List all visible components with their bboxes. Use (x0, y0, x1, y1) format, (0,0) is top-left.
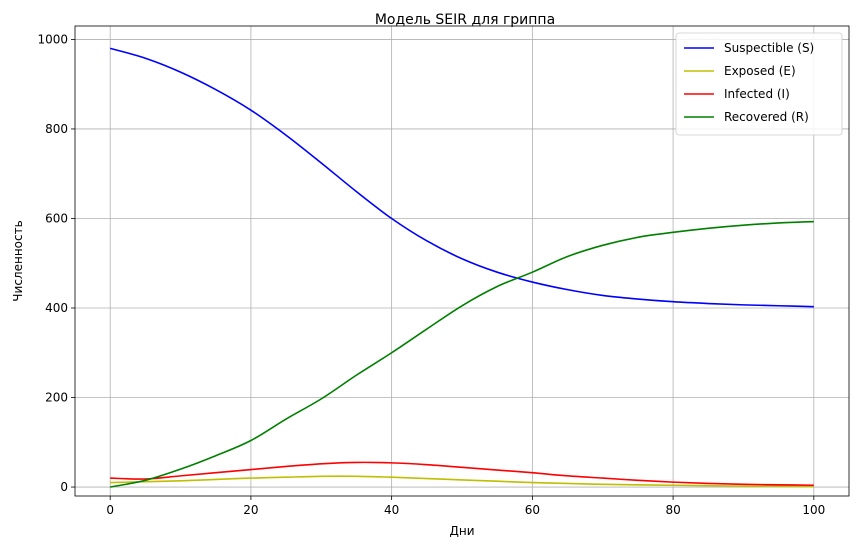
series-lines (109, 47, 814, 488)
y-tick-label: 1000 (37, 32, 68, 46)
y-tick-label: 200 (45, 391, 68, 405)
y-tick-label: 600 (45, 211, 68, 225)
x-tick-label: 60 (525, 503, 540, 517)
x-tick-label: 80 (665, 503, 680, 517)
legend-label: Suspectible (S) (724, 41, 814, 55)
y-axis-ticks: 0 200 400 600 800 1000 (37, 32, 75, 494)
y-axis-label: Численность (11, 220, 25, 301)
x-tick-label: 40 (384, 503, 399, 517)
x-axis-label: Дни (449, 524, 474, 538)
legend-label: Infected (I) (724, 87, 790, 101)
y-tick-label: 400 (45, 301, 68, 315)
x-tick-label: 20 (243, 503, 258, 517)
x-tick-label: 0 (106, 503, 114, 517)
series-line-3 (110, 220, 814, 488)
legend: Suspectible (S) Exposed (E) Infected (I) Re… (675, 32, 843, 136)
series-line-1 (110, 475, 814, 488)
legend-box (675, 32, 843, 136)
y-tick-label: 0 (60, 480, 68, 494)
x-tick-label: 100 (802, 503, 825, 517)
y-tick-label: 800 (45, 122, 68, 136)
series-line-2 (110, 461, 814, 487)
legend-label: Recovered (R) (724, 110, 809, 124)
plot-frame (74, 25, 850, 497)
x-axis-ticks: 0 20 40 60 80 100 (106, 496, 825, 517)
series-line-0 (109, 47, 814, 308)
legend-label: Exposed (E) (724, 64, 796, 78)
chart-title: Модель SEIR для гриппа (375, 12, 555, 28)
